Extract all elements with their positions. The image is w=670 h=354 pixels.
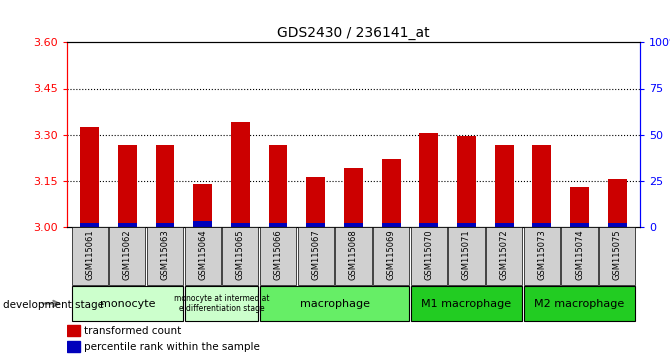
Bar (155, 145, 174, 227)
FancyBboxPatch shape (411, 227, 447, 285)
Text: GSM115068: GSM115068 (349, 229, 358, 280)
Bar (608, 223, 626, 227)
Bar (494, 223, 514, 227)
Text: monocyte: monocyte (100, 298, 155, 309)
Text: GSM115069: GSM115069 (387, 229, 395, 280)
Text: GSM115064: GSM115064 (198, 229, 207, 280)
Bar (67, 325, 80, 336)
FancyBboxPatch shape (147, 227, 183, 285)
Bar (231, 223, 250, 227)
Text: M2 macrophage: M2 macrophage (535, 298, 624, 309)
Bar (80, 223, 99, 227)
FancyBboxPatch shape (373, 227, 409, 285)
Bar (570, 223, 589, 227)
FancyBboxPatch shape (260, 286, 409, 321)
Bar (457, 223, 476, 227)
Bar (118, 223, 137, 227)
Bar (382, 159, 401, 227)
Text: GSM115067: GSM115067 (312, 229, 320, 280)
Bar (344, 223, 363, 227)
FancyBboxPatch shape (72, 227, 108, 285)
Bar (419, 223, 438, 227)
Text: monocyte at intermediat
e differentiation stage: monocyte at intermediat e differentiatio… (174, 294, 269, 313)
Bar (231, 122, 250, 227)
Text: GSM115065: GSM115065 (236, 229, 245, 280)
Text: GSM115072: GSM115072 (500, 229, 509, 280)
FancyBboxPatch shape (297, 227, 334, 285)
Text: macrophage: macrophage (299, 298, 370, 309)
FancyBboxPatch shape (184, 227, 220, 285)
FancyBboxPatch shape (335, 227, 371, 285)
Text: GSM115063: GSM115063 (161, 229, 170, 280)
Bar (382, 223, 401, 227)
Title: GDS2430 / 236141_at: GDS2430 / 236141_at (277, 26, 429, 40)
Text: GSM115073: GSM115073 (537, 229, 546, 280)
Bar (457, 136, 476, 227)
Bar (269, 223, 287, 227)
Bar (306, 177, 325, 227)
Text: GSM115062: GSM115062 (123, 229, 132, 280)
FancyBboxPatch shape (599, 227, 635, 285)
Bar (306, 223, 325, 227)
Text: GSM115061: GSM115061 (85, 229, 94, 280)
Text: GSM115071: GSM115071 (462, 229, 471, 280)
Bar (67, 341, 80, 353)
Text: percentile rank within the sample: percentile rank within the sample (84, 342, 260, 352)
Bar (570, 187, 589, 227)
Text: development stage: development stage (3, 300, 105, 310)
Text: GSM115066: GSM115066 (273, 229, 283, 280)
Text: GSM115075: GSM115075 (613, 229, 622, 280)
Bar (118, 145, 137, 227)
Bar (193, 221, 212, 227)
Bar (155, 223, 174, 227)
Text: transformed count: transformed count (84, 326, 182, 336)
FancyBboxPatch shape (109, 227, 145, 285)
Bar (533, 145, 551, 227)
Bar (419, 133, 438, 227)
FancyBboxPatch shape (486, 227, 523, 285)
Text: M1 macrophage: M1 macrophage (421, 298, 512, 309)
Bar (608, 179, 626, 227)
FancyBboxPatch shape (524, 227, 560, 285)
FancyBboxPatch shape (184, 286, 259, 321)
Bar (344, 168, 363, 227)
Bar (269, 145, 287, 227)
FancyBboxPatch shape (260, 227, 296, 285)
FancyBboxPatch shape (72, 286, 183, 321)
Bar (80, 127, 99, 227)
FancyBboxPatch shape (411, 286, 523, 321)
FancyBboxPatch shape (448, 227, 484, 285)
Bar (533, 223, 551, 227)
FancyBboxPatch shape (561, 227, 598, 285)
FancyBboxPatch shape (524, 286, 635, 321)
FancyBboxPatch shape (222, 227, 259, 285)
Bar (494, 145, 514, 227)
Text: GSM115070: GSM115070 (424, 229, 433, 280)
Bar (193, 184, 212, 227)
Text: GSM115074: GSM115074 (575, 229, 584, 280)
